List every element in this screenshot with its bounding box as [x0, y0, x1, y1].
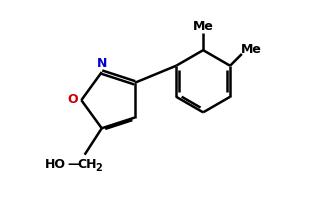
- Text: Me: Me: [193, 20, 214, 33]
- Text: Me: Me: [241, 43, 262, 56]
- Text: HO: HO: [45, 157, 66, 171]
- Text: —: —: [67, 157, 79, 171]
- Text: N: N: [97, 57, 107, 70]
- Text: O: O: [67, 93, 78, 106]
- Text: CH: CH: [77, 157, 97, 171]
- Text: 2: 2: [95, 163, 102, 173]
